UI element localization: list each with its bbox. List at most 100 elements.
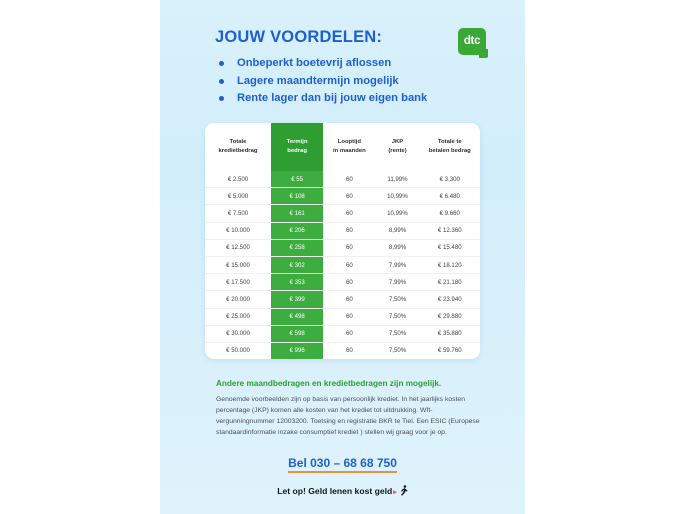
table-cell: 10,99%: [375, 204, 420, 223]
bullet-icon: [219, 78, 224, 84]
table-cell: € 258: [271, 239, 324, 257]
table-cell: € 161: [271, 204, 324, 223]
legal-warning: Let op! Geld lenen kost geld▸: [160, 485, 525, 498]
benefit-item: Lagere maandtermijn mogelijk: [215, 73, 515, 91]
phone-link[interactable]: Bel 030 – 68 68 750: [288, 456, 397, 473]
header-line-1: Totale: [229, 139, 247, 146]
table-cell: € 15.000: [205, 256, 271, 275]
table-cell: € 996: [271, 342, 324, 360]
table-cell: 60: [323, 273, 376, 292]
table-cell: 7,50%: [375, 308, 420, 326]
table-cell: 10,99%: [375, 187, 420, 206]
table-cell: 8,99%: [375, 222, 420, 240]
table-row: € 50.000 € 996 60 7,50% € 59.760: [205, 342, 480, 360]
table-row: € 25.000 € 498 60 7,50% € 29.880: [205, 308, 480, 326]
rates-table-card: Totale kredietbedrag Termijn bedrag Loop…: [205, 123, 480, 360]
benefit-item: Rente lager dan bij jouw eigen bank: [215, 90, 515, 108]
table-cell: € 20.000: [205, 290, 271, 309]
table-cell: € 12.500: [205, 239, 271, 257]
table-row: € 30.000 € 598 60 7,50% € 35.880: [205, 325, 480, 343]
header-line-1: JKP: [391, 139, 404, 146]
table-cell: 60: [323, 222, 376, 240]
header-line-1: Totale te: [437, 139, 462, 146]
table-row: € 12.500 € 258 60 8,99% € 15.480: [205, 239, 480, 257]
header-line-2: bedrag: [287, 148, 307, 154]
table-cell: € 35.880: [419, 325, 480, 343]
column-header-jkp: JKP (rente): [376, 123, 420, 171]
table-cell: € 59.760: [437, 347, 462, 355]
footer-disclaimer: Genoemde voorbeelden zijn op basis van p…: [216, 395, 480, 436]
table-cell: € 5.000: [205, 187, 271, 206]
table-row: € 10.000 € 206 60 8,99% € 12.360: [205, 222, 480, 240]
logo-box-shape: [458, 28, 486, 55]
bullet-icon: [219, 61, 224, 67]
table-cell: € 15.480: [419, 239, 480, 257]
column-header-looptijd: Looptijd in maanden: [323, 123, 375, 171]
rates-table: Totale kredietbedrag Termijn bedrag Loop…: [205, 123, 480, 360]
warning-text: Let op! Geld lenen kost geld: [277, 485, 393, 496]
table-cell: 60: [323, 308, 376, 326]
header-section: JOUW VOORDELEN: Onbeperkt boetevrij aflo…: [215, 28, 515, 108]
table-cell: € 7.500: [205, 204, 271, 223]
benefits-list: Onbeperkt boetevrij aflossen Lagere maan…: [215, 55, 515, 108]
table-cell: 11,99%: [375, 171, 420, 189]
table-row: € 20.000 € 399 60 7,50% € 23.940: [205, 290, 480, 309]
logo-text: dtc: [463, 35, 481, 47]
table-cell: € 302: [271, 256, 324, 275]
table-cell: 60: [323, 171, 376, 189]
table-cell: € 17.500: [205, 273, 271, 292]
table-cell: € 6.480: [419, 187, 480, 206]
table-cell: 7,50%: [375, 325, 420, 343]
table-cell: € 498: [271, 308, 324, 326]
column-header-termijn-bedrag: Termijn bedrag: [271, 123, 324, 171]
footer-section: Andere maandbedragen en kredietbedragen …: [216, 379, 486, 438]
table-row: € 5.000 € 108 60 10,99% € 6.480: [205, 187, 480, 206]
column-header-totale-te-betalen: Totale te betalen bedrag: [420, 123, 481, 171]
table-cell: € 10.000: [205, 222, 271, 240]
table-cell: € 2.500: [205, 171, 271, 189]
header-line-2: betalen bedrag: [428, 148, 471, 154]
running-person-icon: [399, 485, 408, 498]
table-cell: € 399: [271, 290, 324, 309]
table-cell: € 12.360: [419, 222, 480, 240]
table-row: € 15.000 € 302 60 7,99% € 18.120: [205, 256, 480, 275]
table-row: € 17.500 € 353 60 7,99% € 21.180: [205, 273, 480, 292]
table-cell: € 18.120: [419, 256, 480, 275]
header-line-2: in maanden: [333, 148, 366, 154]
table-cell: € 25.000: [205, 308, 271, 326]
table-cell: € 55: [271, 171, 324, 189]
table-cell: 8,99%: [375, 239, 420, 257]
page-title: JOUW VOORDELEN:: [215, 28, 383, 46]
table-cell: 7,50%: [388, 347, 407, 355]
table-cell: € 50.000: [226, 347, 250, 355]
table-header: Totale kredietbedrag Termijn bedrag Loop…: [205, 123, 480, 171]
benefit-item: Onbeperkt boetevrij aflossen: [215, 55, 515, 73]
table-header-row: Totale kredietbedrag Termijn bedrag Loop…: [205, 123, 480, 171]
column-header-totale-kredietbedrag: Totale kredietbedrag: [205, 123, 271, 171]
table-cell: 60: [323, 187, 376, 206]
table-cell: 7,50%: [375, 290, 420, 309]
table-body: € 2.500 € 55 60 11,99% € 3.300 € 5.000 € 108 60…: [205, 171, 480, 360]
table-cell: € 21.180: [419, 273, 480, 292]
benefit-label: Lagere maandtermijn mogelijk: [237, 74, 399, 87]
benefit-label: Rente lager dan bij jouw eigen bank: [237, 92, 428, 105]
table-row: € 2.500 € 55 60 11,99% € 3.300: [205, 171, 480, 189]
header-line-2: kredietbedrag: [218, 148, 258, 154]
table-cell: € 9.660: [419, 204, 480, 223]
table-cell: 60: [323, 290, 376, 309]
table-cell: 60: [323, 239, 376, 257]
table-cell: 7,99%: [375, 256, 420, 275]
table-cell: € 3.300: [419, 171, 480, 189]
table-cell: € 598: [271, 325, 324, 343]
bullet-icon: [219, 96, 224, 102]
table-cell: € 353: [271, 273, 324, 292]
table-cell: € 30.000: [205, 325, 271, 343]
table-cell: 7,99%: [375, 273, 420, 292]
table-cell: € 206: [271, 222, 324, 240]
benefit-label: Onbeperkt boetevrij aflossen: [237, 57, 392, 70]
footer-title: Andere maandbedragen en kredietbedragen …: [216, 379, 442, 388]
table-cell: 60: [345, 347, 353, 355]
table-cell: 60: [323, 204, 376, 223]
phone-block: Bel 030 – 68 68 750: [160, 454, 525, 473]
